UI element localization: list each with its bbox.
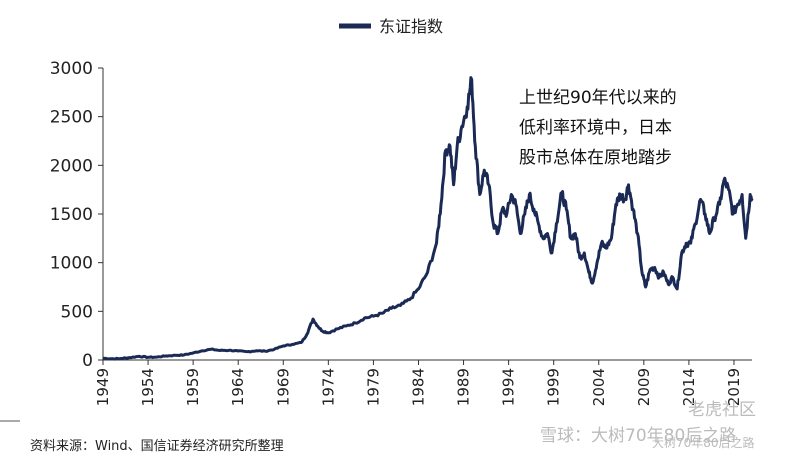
annotation: 上世纪90年代以来的 低利率环境中，日本 股市总体在原地踏步 [519,88,677,168]
x-tick-label: 2004 [590,368,608,406]
x-tick-label: 1989 [455,368,473,406]
watermark-xueqiu: 雪球：大树70年80后之路 [540,426,736,446]
legend: 东证指数 [339,17,443,36]
watermark-tiger: 老虎社区 [688,400,756,420]
y-tick-label: 500 [61,302,93,322]
legend-label: 东证指数 [379,17,443,36]
x-tick-label: 2014 [680,368,698,406]
x-tick-label: 1959 [184,368,202,406]
x-tick-label: 1974 [319,368,337,406]
x-ticks: 1949 1954 1959 1964 1969 1974 1979 1984 1989 1994… [94,360,743,406]
x-tick-label: 2009 [635,368,653,406]
x-tick-label: 1979 [364,368,382,406]
y-ticks: 0 500 1000 1500 2000 2500 3000 [50,59,103,371]
series-line-dongzheng [102,76,754,361]
source-note: 资料来源：Wind、国信证券经济研究所整理 [30,438,284,454]
y-tick-label: 2000 [50,156,93,176]
annotation-line-3: 股市总体在原地踏步 [519,148,672,168]
y-tick-label: 0 [82,351,93,371]
annotation-line-2: 低利率环境中，日本 [519,118,672,138]
y-tick-label: 2500 [50,108,93,128]
y-tick-label: 3000 [50,59,93,79]
x-tick-label: 1994 [500,368,518,406]
annotation-line-1: 上世纪90年代以来的 [519,88,677,108]
x-tick-label: 1964 [229,368,247,406]
x-tick-label: 1969 [274,368,292,406]
x-tick-label: 2019 [725,368,743,406]
x-tick-label: 1984 [409,368,427,406]
x-tick-label: 1949 [94,368,112,406]
y-tick-label: 1500 [50,205,93,225]
y-tick-label: 1000 [50,254,93,274]
watermark-author: 大树70年80后之路 [652,435,755,450]
x-tick-label: 1999 [545,368,563,406]
x-tick-label: 1954 [139,368,157,406]
